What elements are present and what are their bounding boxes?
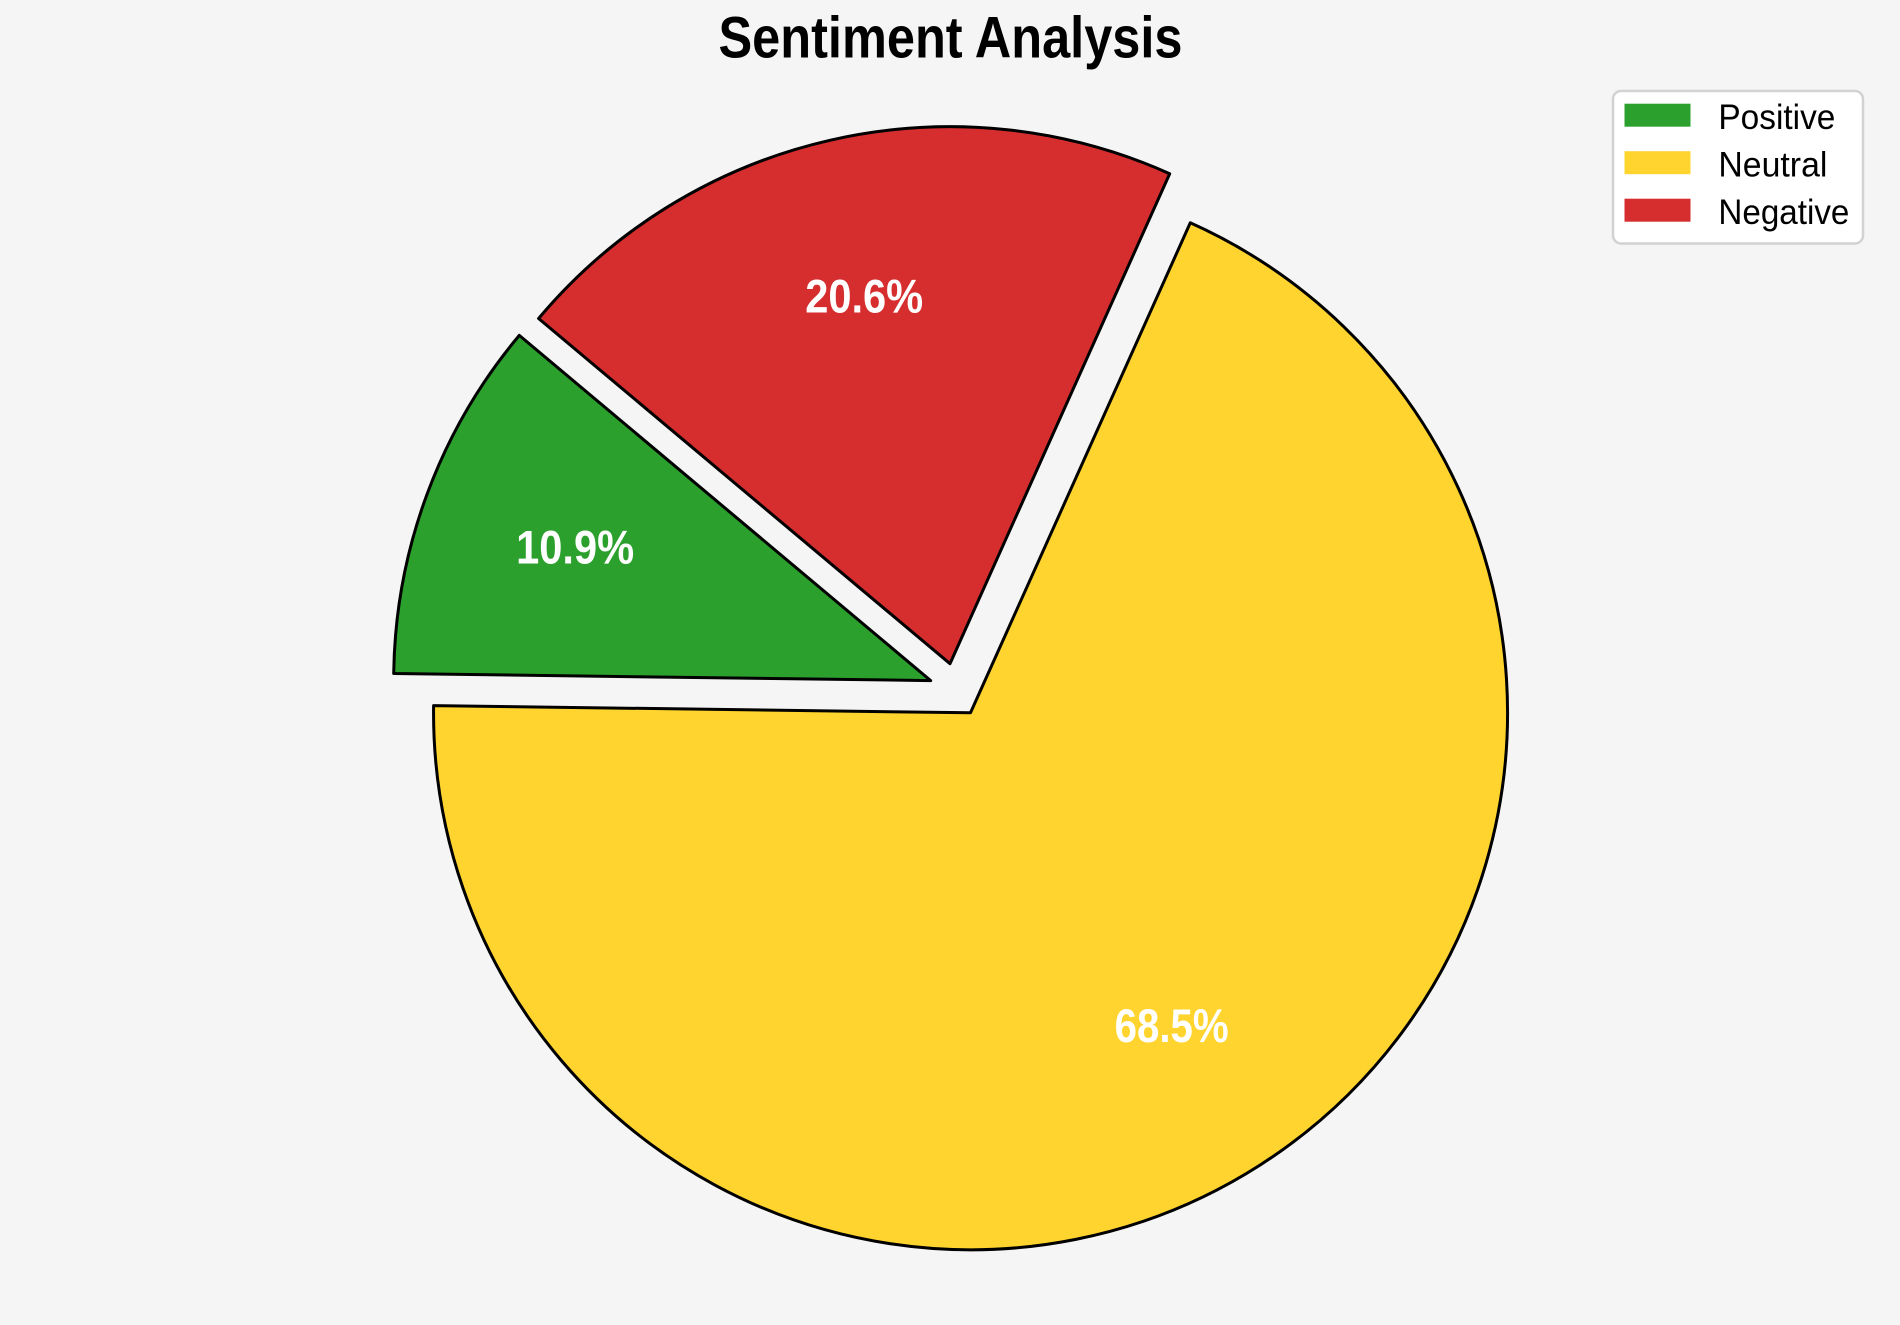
svg-text:10.9%: 10.9% [516,522,634,575]
svg-text:Positive: Positive [1718,97,1835,137]
svg-text:68.5%: 68.5% [1115,1000,1229,1053]
svg-text:20.6%: 20.6% [805,271,923,324]
svg-text:Sentiment Analysis: Sentiment Analysis [719,6,1183,71]
svg-text:Neutral: Neutral [1718,145,1827,185]
svg-text:Negative: Negative [1718,192,1849,232]
